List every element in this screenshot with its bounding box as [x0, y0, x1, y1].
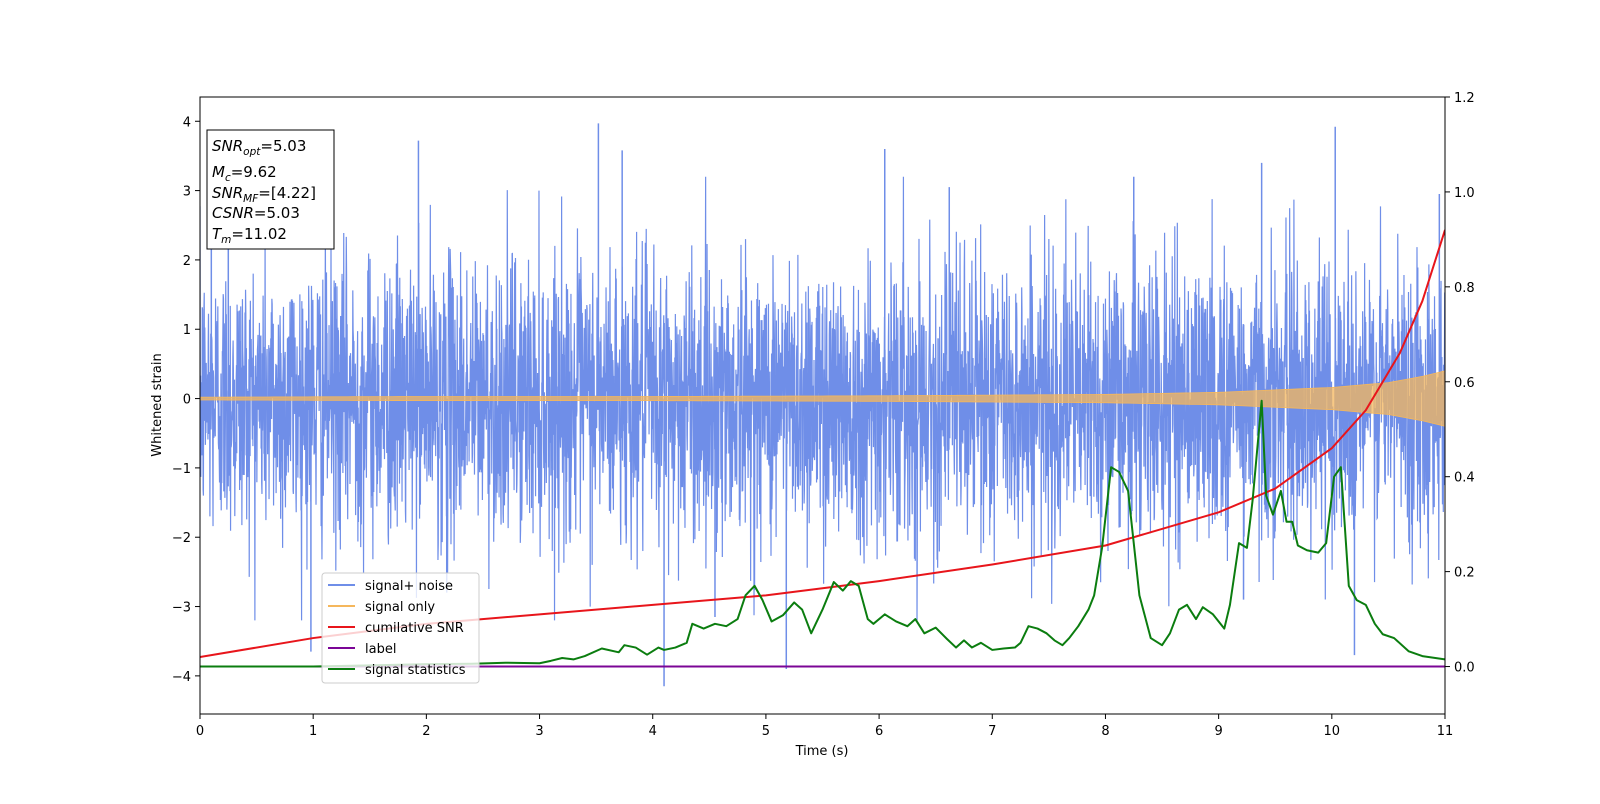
y-tick-label-0: 4	[183, 115, 191, 130]
x-tick-label-5: 5	[762, 724, 770, 739]
y2-tick-label-4: 0.4	[1454, 471, 1475, 486]
y-tick-label-4: 0	[183, 393, 191, 408]
legend-label-signal-only: signal only	[365, 600, 435, 615]
legend-label-cumulative-snr: cumilative SNR	[365, 621, 464, 636]
y-tick-label-8: −4	[172, 670, 191, 685]
y-tick-label-5: −1	[172, 462, 191, 477]
x-tick-label-9: 9	[1214, 724, 1222, 739]
legend: signal+ noise signal only cumilative SNR…	[321, 572, 480, 684]
x-tick-label-7: 7	[988, 724, 996, 739]
y-tick-label-6: −2	[172, 531, 191, 546]
info-box: SNRopt=5.03 Mc=9.62 SNRMF=[4.22] CSNR=5.…	[206, 129, 335, 250]
x-tick-label-6: 6	[875, 724, 883, 739]
x-tick-label-0: 0	[196, 724, 204, 739]
y-tick-label-3: 1	[183, 323, 191, 338]
y-axis-label: Whitened strain	[150, 353, 165, 456]
plot-frame	[199, 96, 1446, 715]
x-tick-label-10: 10	[1324, 724, 1341, 739]
legend-label-signal-statistics: signal statistics	[365, 663, 466, 678]
legend-frame	[321, 572, 480, 684]
x-tick-label-1: 1	[309, 724, 317, 739]
series-cumulative-snr	[200, 229, 1445, 659]
x-tick-label-4: 4	[649, 724, 657, 739]
info-mc: Mc=9.62	[212, 163, 277, 184]
series-layer	[200, 123, 1445, 687]
info-snr-mf: SNRMF=[4.22]	[212, 184, 316, 205]
info-csnr: CSNR=5.03	[212, 204, 300, 222]
y2-tick-label-5: 0.2	[1454, 566, 1475, 581]
x-tick-label-8: 8	[1101, 724, 1109, 739]
ticks-layer: 0 1 2 3 4 5 6 7 8 9 10 1143210−1−2−3−41.21.00.80.60…	[172, 91, 1475, 739]
y2-tick-label-0: 1.2	[1454, 91, 1475, 106]
x-axis-label: Time (s)	[795, 744, 849, 759]
y2-tick-label-6: 0.0	[1454, 661, 1475, 676]
y2-tick-label-1: 1.0	[1454, 186, 1475, 201]
x-tick-label-11: 11	[1437, 724, 1454, 739]
y-tick-label-1: 3	[183, 185, 191, 200]
x-tick-label-2: 2	[422, 724, 430, 739]
x-tick-label-3: 3	[535, 724, 543, 739]
y-tick-label-7: −3	[172, 601, 191, 616]
legend-label-signal-noise: signal+ noise	[365, 579, 453, 594]
legend-label-label: label	[365, 642, 396, 657]
series-signal-only	[200, 370, 1445, 427]
info-snr-opt: SNRopt=5.03	[212, 137, 306, 158]
y2-tick-label-2: 0.8	[1454, 281, 1475, 296]
series-signal-statistics	[200, 399, 1445, 668]
info-tm: Tm=11.02	[212, 225, 287, 246]
y-tick-label-2: 2	[183, 254, 191, 269]
y2-tick-label-3: 0.6	[1454, 376, 1475, 391]
info-box-frame	[206, 129, 335, 250]
